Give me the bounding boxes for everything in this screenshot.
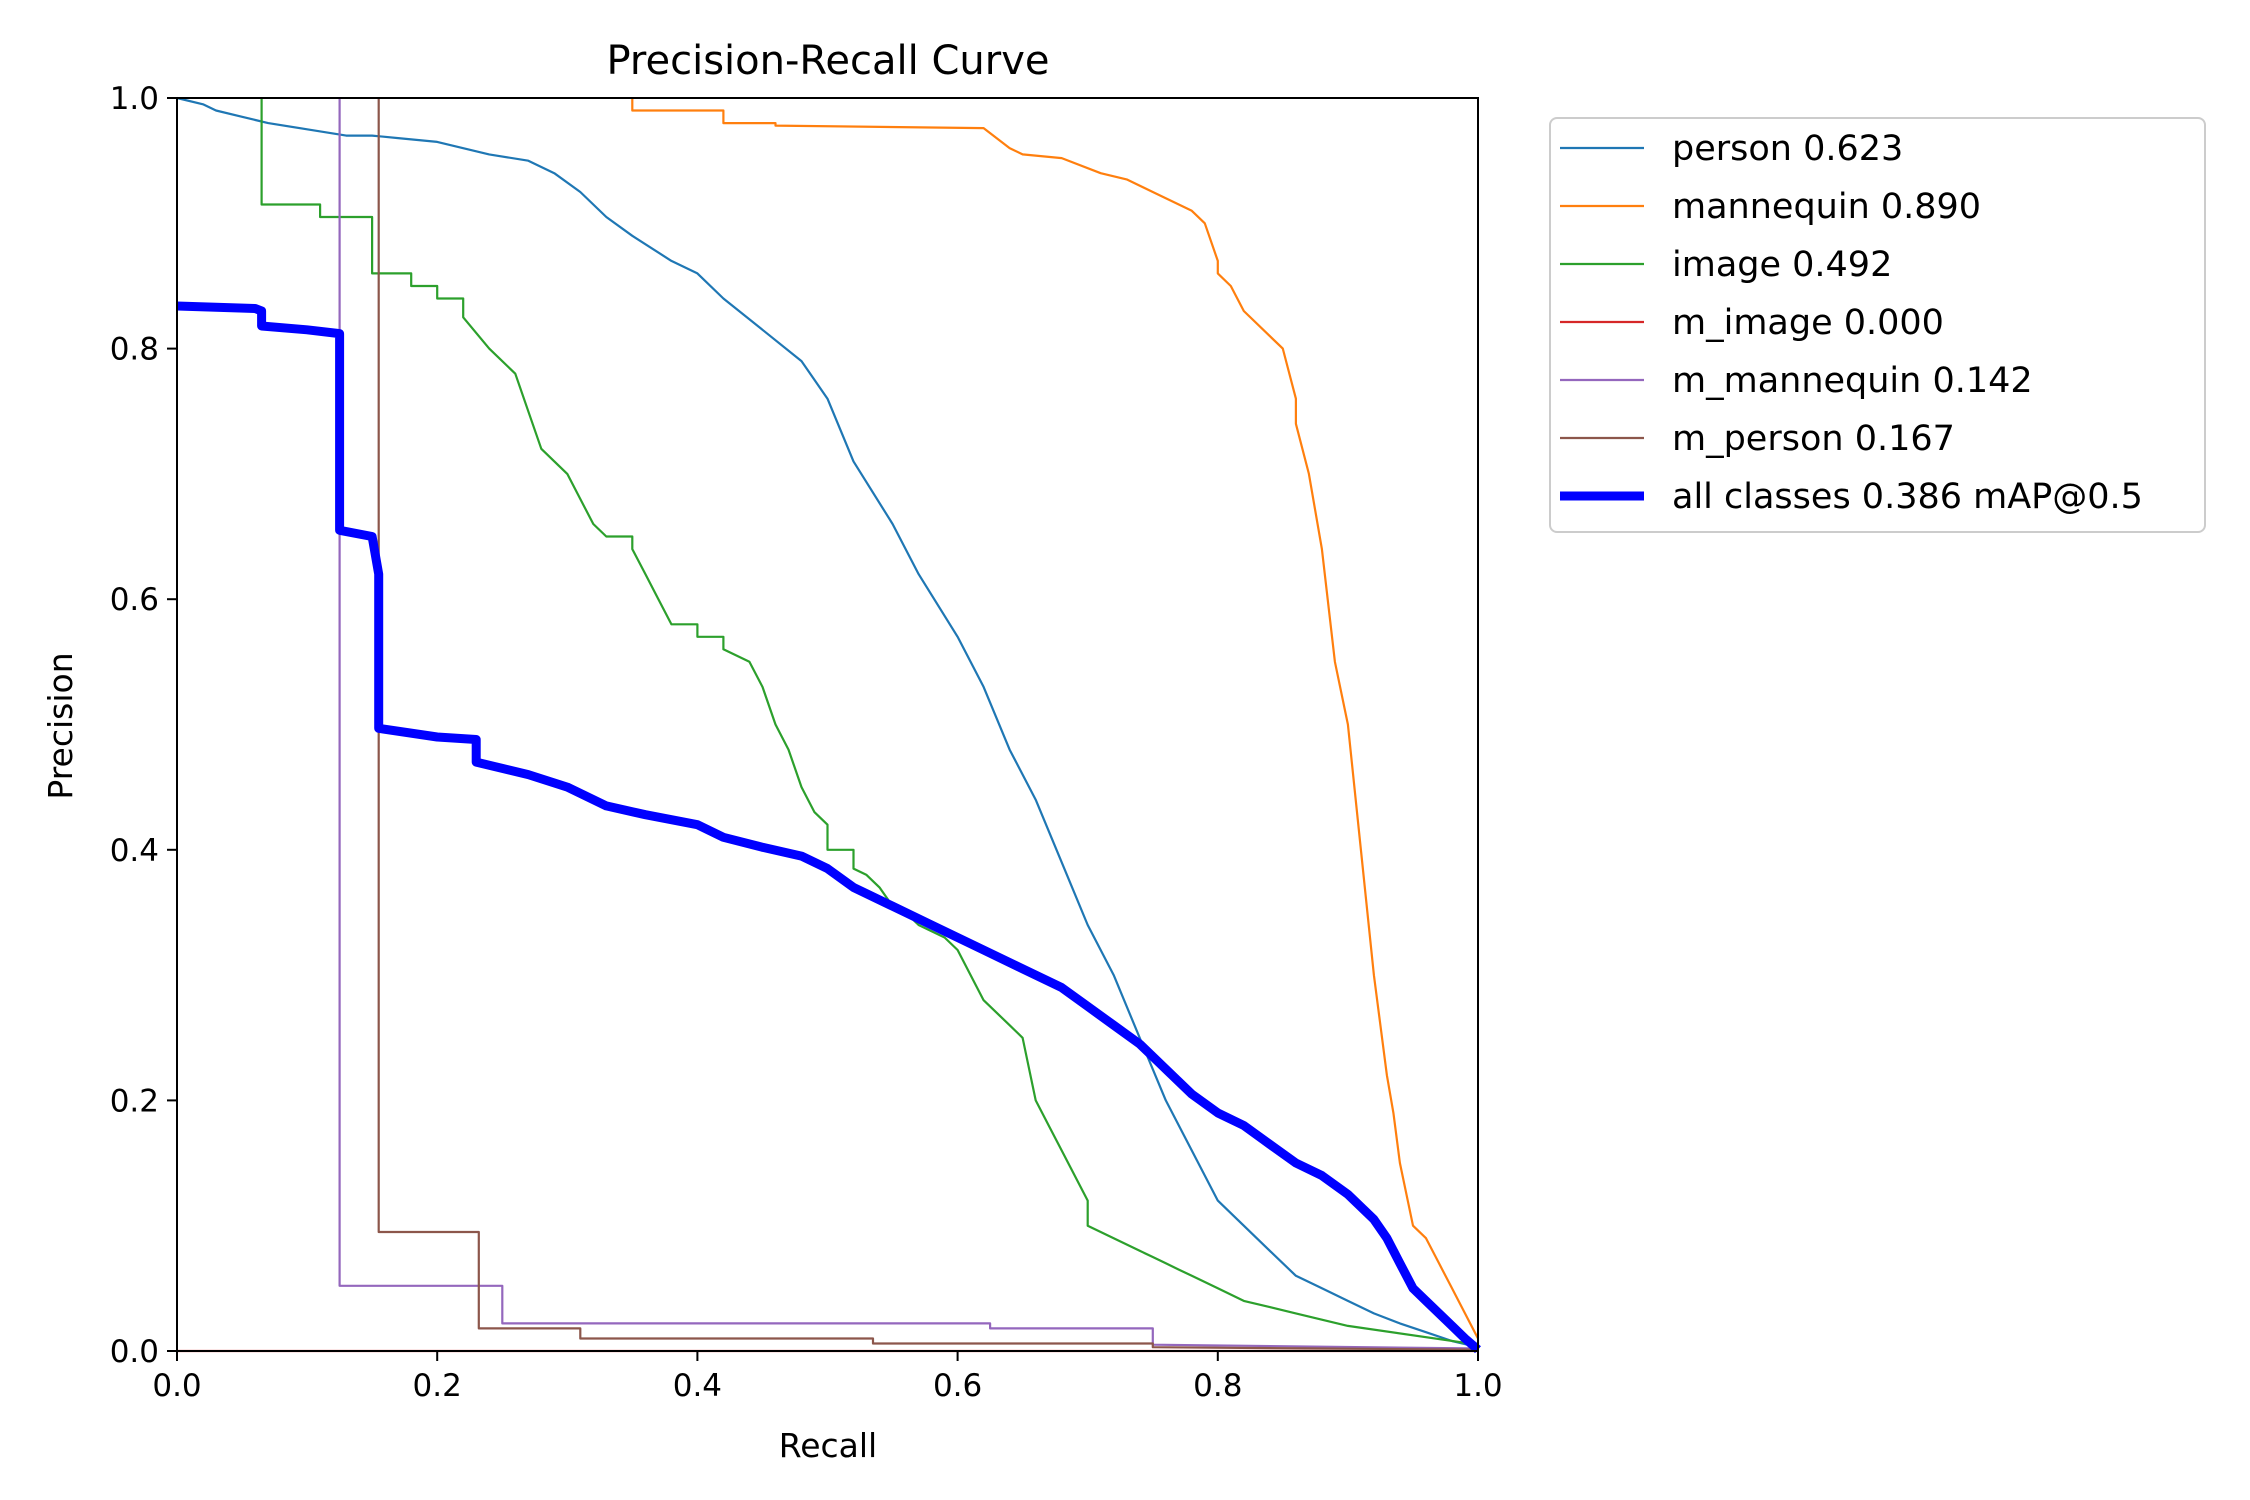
x-axis-ticks: 0.0 0.2 0.4 0.6 0.8 1.0: [152, 1351, 1503, 1404]
series-line-1: [631, 98, 1479, 1340]
y-tick-label: 0.6: [110, 582, 159, 618]
y-tick-label: 1.0: [110, 81, 159, 117]
series-line-2: [260, 98, 1479, 1346]
y-tick-label: 0.2: [110, 1083, 159, 1119]
legend-label-5: m_person 0.167: [1672, 419, 1955, 459]
chart-title: Precision-Recall Curve: [607, 38, 1050, 84]
legend-label-3: m_image 0.000: [1672, 303, 1944, 343]
x-tick-label: 0.4: [673, 1368, 722, 1404]
x-tick-label: 0.8: [1193, 1368, 1242, 1404]
series-line-5: [377, 98, 1479, 1351]
x-tick-label: 0.6: [933, 1368, 982, 1404]
series-layer: [176, 96, 1481, 1354]
y-tick-label: 0.0: [110, 1334, 159, 1370]
series-line-4: [338, 98, 1479, 1350]
y-axis-ticks: 0.0 0.2 0.4 0.6 0.8 1.0: [110, 81, 177, 1370]
x-tick-label: 1.0: [1453, 1368, 1502, 1404]
legend-box: [1549, 117, 2206, 533]
x-tick-label: 0.2: [413, 1368, 462, 1404]
legend-label-2: image 0.492: [1672, 245, 1892, 285]
series-line-6: [176, 301, 1481, 1354]
legend: person 0.623 mannequin 0.890 image 0.492 m_…: [1549, 117, 2206, 533]
y-axis-label: Precision: [41, 652, 80, 799]
legend-label-4: m_mannequin 0.142: [1672, 361, 2033, 401]
legend-label-1: mannequin 0.890: [1672, 187, 1981, 227]
y-tick-label: 0.8: [110, 332, 159, 368]
plot-frame: [176, 97, 1479, 1352]
legend-label-6: all classes 0.386 mAP@0.5: [1672, 477, 2143, 517]
y-tick-label: 0.4: [110, 833, 159, 869]
x-tick-label: 0.0: [152, 1368, 201, 1404]
x-axis-label: Recall: [779, 1426, 877, 1465]
series-line-0: [176, 96, 1479, 1349]
legend-label-0: person 0.623: [1672, 129, 1903, 169]
